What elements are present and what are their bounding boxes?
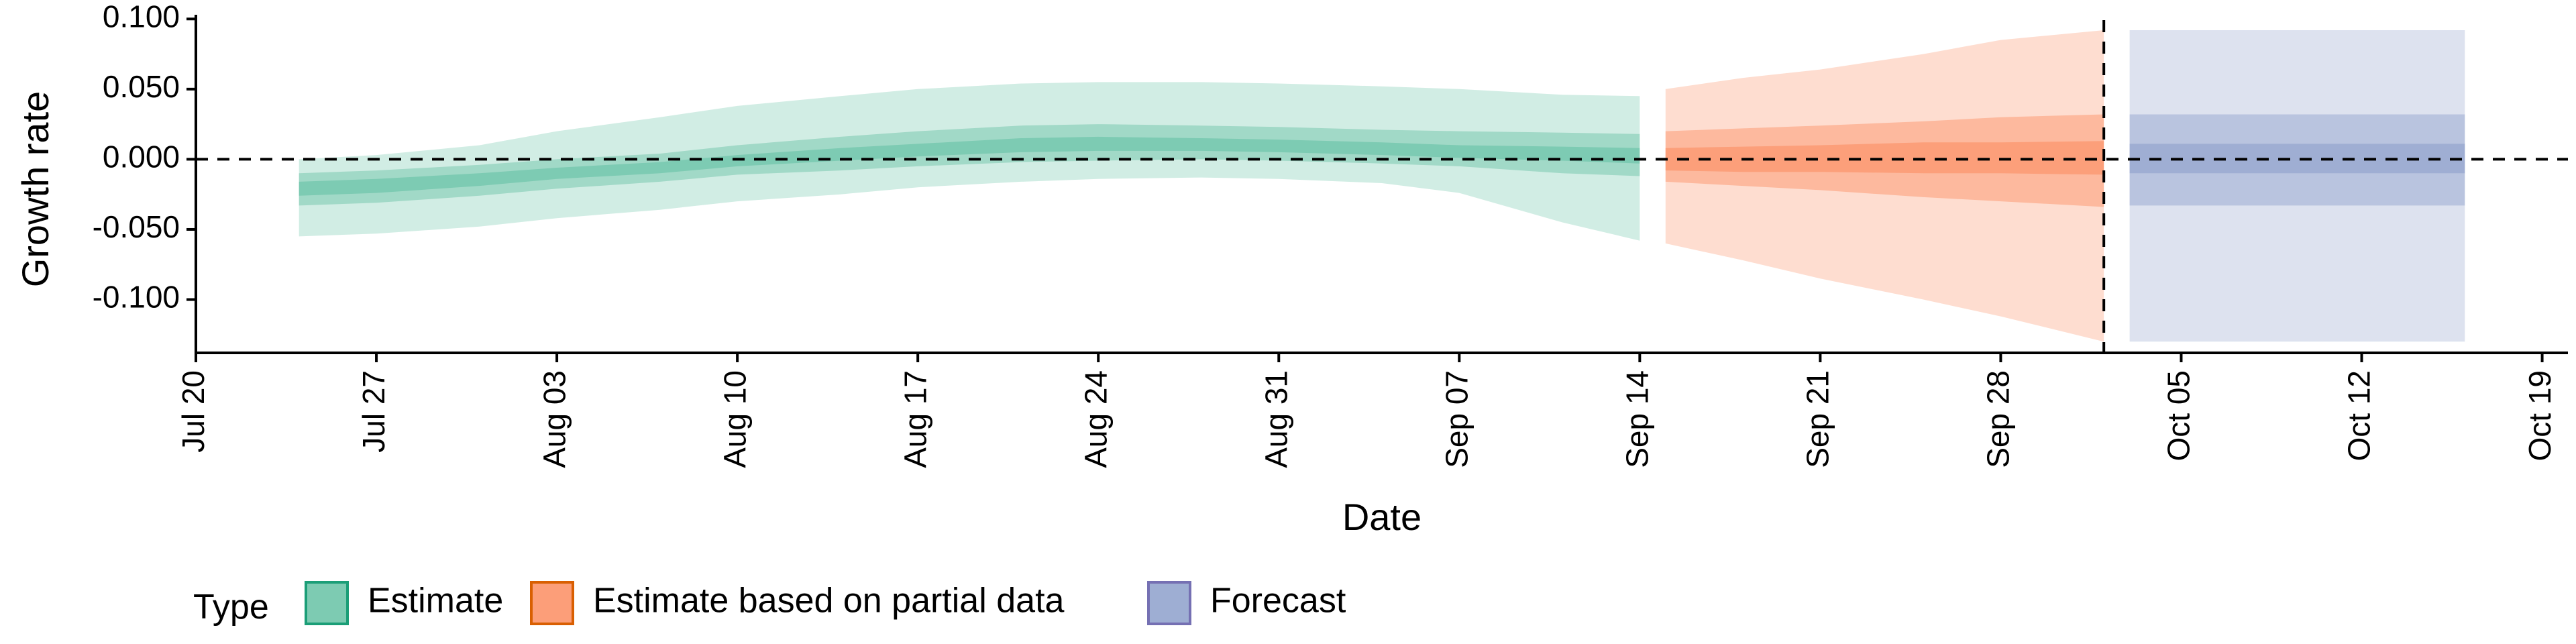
x-tick-label: Jul 27 (356, 370, 391, 453)
legend-label-0: Estimate (368, 582, 503, 621)
y-tick-label: 0.000 (103, 140, 180, 174)
x-tick-label: Oct 05 (2161, 370, 2196, 462)
legend: Type Estimate Estimate based on partial d… (193, 581, 1346, 627)
y-tick-label: 0.050 (103, 69, 180, 104)
x-tick-label: Sep 14 (1619, 370, 1654, 468)
legend-key-1 (530, 581, 574, 625)
band-outer-series-0 (299, 82, 1640, 241)
band-outer-series-2 (2129, 30, 2465, 342)
x-tick-label: Aug 10 (717, 370, 752, 468)
ribbon-bands (299, 30, 2465, 342)
band-inner-series-2 (2129, 144, 2465, 174)
legend-title: Type (193, 588, 269, 627)
band-outer-series-1 (1665, 30, 2104, 342)
axes: 0.100 0.050 0.000 -0.050 -0.100 Jul 20 Jul 27 A… (93, 0, 2568, 468)
x-tick-label: Oct 12 (2342, 370, 2377, 462)
legend-label-1: Estimate based on partial data (593, 582, 1065, 621)
y-tick-label: -0.100 (93, 280, 180, 315)
x-tick-label: Sep 07 (1439, 370, 1474, 468)
x-tick-label: Sep 28 (1981, 370, 2016, 468)
x-tick-label: Jul 20 (176, 370, 211, 453)
y-tick-label: -0.050 (93, 209, 180, 244)
x-tick-label: Aug 31 (1258, 370, 1293, 468)
legend-key-2 (1147, 581, 1191, 625)
x-tick-label: Sep 21 (1801, 370, 1835, 468)
reference-lines (196, 20, 2568, 353)
x-tick-label: Oct 19 (2522, 370, 2557, 462)
y-tick-label: 0.100 (103, 0, 180, 34)
y-axis-title: Growth rate (14, 91, 56, 288)
x-tick-label: Aug 24 (1078, 370, 1113, 468)
x-tick-label: Aug 03 (537, 370, 572, 468)
legend-key-0 (305, 581, 349, 625)
legend-label-2: Forecast (1210, 582, 1346, 621)
x-axis-title: Date (1342, 496, 1421, 538)
x-tick-label: Aug 17 (898, 370, 932, 468)
band-inner-series-1 (1665, 141, 2104, 175)
band-inner-series-0 (299, 136, 1640, 196)
